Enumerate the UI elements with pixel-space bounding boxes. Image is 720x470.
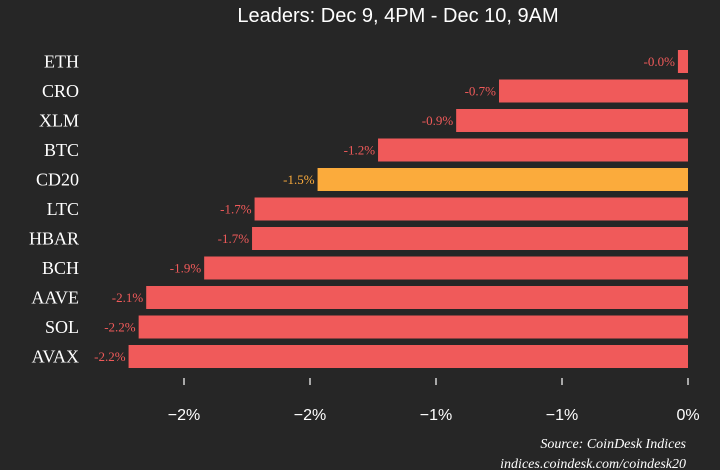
bar-xlm: [456, 109, 688, 132]
bar-aave: [146, 286, 688, 309]
data-label-btc: -1.2%: [344, 143, 376, 158]
bar-eth: [677, 50, 688, 73]
bar-hbar: [252, 227, 689, 250]
source-text: Source: CoinDesk Indices: [540, 437, 686, 452]
bar-btc: [378, 138, 688, 162]
category-label-cro: CRO: [42, 81, 79, 101]
data-label-bch: -1.9%: [170, 261, 202, 276]
data-label-hbar: -1.7%: [218, 231, 250, 246]
bar-cd20: [317, 168, 688, 191]
x-axis: −2% −2% −1% −1% 0%: [168, 378, 700, 424]
category-label-sol: SOL: [45, 317, 79, 337]
x-tick-label: −1%: [546, 407, 578, 424]
data-label-aave: -2.1%: [112, 290, 144, 305]
source-url: indices.coindesk.com/coindesk20: [500, 457, 686, 470]
data-label-ltc: -1.7%: [220, 202, 252, 217]
x-tick-label: −1%: [420, 407, 452, 424]
bar-bch: [204, 256, 688, 280]
data-label-sol: -2.2%: [104, 320, 136, 335]
data-label-eth: -0.0%: [643, 54, 675, 69]
category-label-eth: ETH: [44, 52, 79, 72]
data-label-cd20: -1.5%: [283, 172, 315, 187]
bar-avax: [128, 345, 688, 368]
chart-title: Leaders: Dec 9, 4PM - Dec 10, 9AM: [237, 5, 558, 27]
category-label-avax: AVAX: [32, 347, 79, 367]
category-label-bch: BCH: [42, 258, 79, 278]
category-label-aave: AAVE: [31, 288, 79, 308]
data-label-avax: -2.2%: [94, 349, 126, 364]
data-label-cro: -0.7%: [465, 84, 497, 99]
category-label-xlm: XLM: [39, 111, 79, 131]
bar-sol: [138, 315, 688, 339]
data-label-xlm: -0.9%: [422, 113, 454, 128]
bar-ltc: [254, 197, 688, 221]
x-tick-label: 0%: [676, 407, 699, 424]
bars-group: ETH -0.0% CRO -0.7% XLM -0.9% BTC -1.2% CD20 -1.5…: [29, 50, 689, 368]
category-label-cd20: CD20: [36, 170, 79, 190]
category-label-btc: BTC: [44, 140, 79, 160]
x-tick-label: −2%: [168, 407, 200, 424]
x-tick-label: −2%: [294, 407, 326, 424]
category-label-hbar: HBAR: [29, 229, 79, 249]
bar-cro: [499, 79, 688, 103]
category-label-ltc: LTC: [47, 199, 79, 219]
